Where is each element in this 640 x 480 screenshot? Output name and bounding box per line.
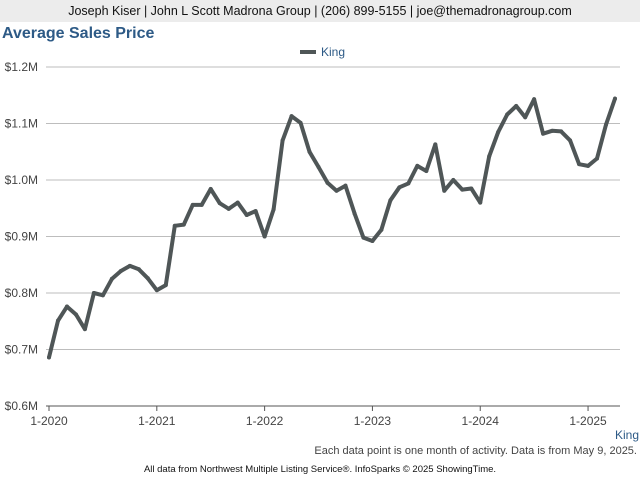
legend[interactable]: King [300,45,345,59]
x-axis-ticks: 1-2020 1-2021 1-2022 1-2023 1-2024 1-2025 [30,406,607,428]
y-tick-label-2: $0.8M [5,286,38,300]
y-axis-ticks: $0.6M $0.7M $0.8M $0.9M $1.0M $1.1M $1.2M [5,60,38,413]
data-point [91,291,96,295]
data-point [352,211,357,216]
data-point [559,129,564,134]
contact-header: Joseph Kiser | John L Scott Madrona Grou… [0,0,640,22]
data-point [334,188,339,193]
x-tick-label-3: 1-2023 [354,414,392,428]
data-point [208,187,213,192]
data-point [406,181,411,186]
data-point [235,200,240,205]
footer-credit: All data from Northwest Multiple Listing… [143,464,497,475]
data-point [442,188,447,193]
chart-title: Average Sales Price [2,25,155,42]
data-point [127,263,132,268]
y-tick-label-1: $0.7M [5,343,38,357]
y-tick-label-5: $1.1M [5,117,38,131]
data-point [613,96,617,101]
data-point [388,198,393,203]
series-layer [47,96,617,360]
data-point [370,239,375,244]
x-tick-label-1: 1-2021 [138,414,176,428]
data-point [181,222,186,227]
data-point [289,114,294,119]
data-point [532,97,537,102]
data-point [226,206,231,211]
data-point [505,112,510,117]
x-tick-label-2: 1-2022 [246,414,284,428]
data-point [325,180,330,185]
data-point [451,178,456,182]
data-point [550,128,555,133]
data-point [253,209,258,214]
data-point [118,268,123,273]
contact-line: Joseph Kiser | John L Scott Madrona Grou… [68,4,572,18]
data-point [100,293,105,298]
data-point [136,267,141,272]
data-point [109,276,114,281]
data-point [73,312,78,317]
data-point [163,283,168,288]
data-point [514,103,519,108]
data-point [496,129,501,134]
data-point [298,120,303,125]
legend-label-king: King [321,45,346,59]
data-point [424,168,429,173]
x-tick-label-0: 1-2020 [30,414,68,428]
data-point [190,202,195,207]
data-point [82,327,87,332]
y-tick-label-0: $0.6M [5,399,38,413]
data-point [271,207,276,212]
data-point [397,185,402,190]
data-point [523,115,528,120]
data-point [469,186,474,191]
data-point [478,200,483,205]
data-point [343,183,348,188]
data-point [460,187,465,192]
footer-note: Each data point is one month of activity… [314,445,637,457]
data-point [217,201,222,206]
grid-lines [46,66,620,407]
data-point [433,142,438,147]
data-point [199,202,204,207]
x-tick-label-5: 1-2025 [569,414,607,428]
data-point [541,131,546,136]
data-point [307,149,312,154]
data-point [604,122,609,127]
data-point [568,138,573,143]
data-point [487,154,492,159]
series-line-king [47,96,617,360]
data-point [379,227,384,232]
y-tick-label-3: $0.9M [5,230,38,244]
y-tick-label-6: $1.2M [5,60,38,74]
data-point [316,165,321,170]
data-point [262,234,267,239]
data-point [361,235,366,240]
y-tick-label-4: $1.0M [5,173,38,187]
data-point [244,213,249,218]
data-point [415,163,420,168]
data-point [280,138,285,143]
x-tick-label-4: 1-2024 [462,414,500,428]
x-axis-label: King [615,428,639,442]
data-point [586,163,591,168]
data-point [154,288,159,293]
data-point [47,355,51,360]
data-point [145,276,150,281]
legend-swatch-king [300,50,316,54]
data-point [64,304,69,309]
data-point [172,223,177,228]
data-point [577,162,582,167]
data-point [595,156,600,161]
data-point [55,318,60,323]
